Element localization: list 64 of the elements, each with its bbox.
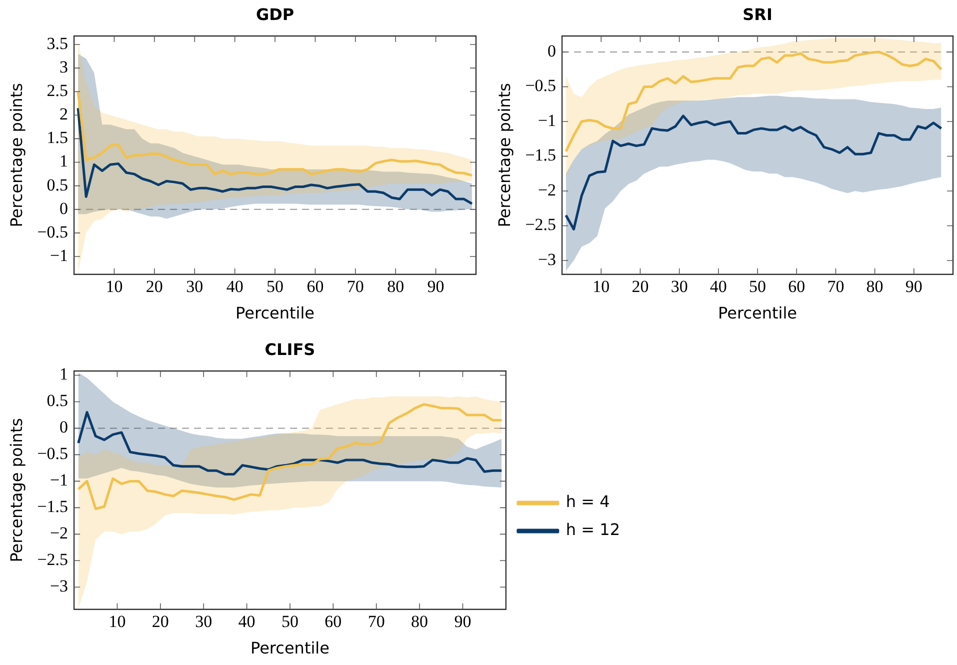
y-tick-label: 1: [60, 152, 68, 171]
y-tick-label: 0: [60, 198, 68, 218]
x-tick-label: 50: [749, 277, 766, 296]
x-tick-label: 70: [368, 612, 385, 632]
legend-label: h = 4: [566, 492, 610, 512]
y-tick-label: −2.5: [525, 215, 556, 234]
x-tick-label: 30: [186, 277, 204, 296]
y-tick-label: 0.5: [46, 391, 68, 410]
x-tick-label: 50: [281, 612, 298, 632]
x-axis-title: Percentile: [718, 304, 797, 323]
y-tick-label: −3: [538, 250, 556, 269]
x-axis-title: Percentile: [250, 638, 330, 658]
x-tick-label: 70: [827, 277, 844, 296]
x-tick-label: 20: [632, 277, 649, 296]
y-tick-label: −0.5: [37, 444, 68, 464]
y-tick-label: −0.5: [37, 222, 68, 242]
y-tick-label: −0.5: [525, 76, 556, 96]
x-tick-label: 40: [226, 277, 244, 296]
y-tick-label: 0: [548, 41, 556, 60]
chart-title: SRI: [742, 5, 772, 24]
y-tick-label: −1: [538, 110, 556, 130]
x-tick-label: 60: [324, 612, 342, 632]
x-tick-label: 30: [195, 612, 212, 632]
y-tick-label: −2: [538, 180, 556, 200]
x-tick-label: 10: [108, 612, 126, 632]
y-tick-label: 1: [60, 364, 68, 384]
x-tick-label: 60: [306, 277, 324, 296]
x-axis-title: Percentile: [236, 304, 314, 323]
x-tick-label: 80: [387, 277, 404, 296]
x-tick-label: 10: [106, 277, 123, 296]
y-tick-label: 3: [60, 58, 68, 77]
y-tick-label: 3.5: [46, 34, 68, 53]
y-tick-label: −1.5: [525, 146, 556, 165]
y-tick-label: 2: [60, 104, 68, 124]
y-tick-label: −3: [50, 576, 68, 596]
y-tick-label: −1: [50, 470, 68, 490]
x-tick-label: 20: [152, 612, 169, 632]
legend-label: h = 12: [566, 520, 620, 540]
x-tick-label: 10: [592, 277, 610, 296]
x-tick-label: 90: [454, 612, 472, 632]
y-tick-label: 2.5: [46, 81, 68, 100]
x-tick-label: 50: [266, 277, 284, 296]
y-tick-label: 0.5: [46, 175, 68, 194]
x-tick-label: 90: [905, 277, 922, 296]
chart-title: GDP: [256, 5, 294, 24]
y-tick-label: 1.5: [46, 128, 68, 148]
x-tick-label: 70: [346, 277, 364, 296]
y-tick-label: −2.5: [37, 550, 68, 570]
x-tick-label: 90: [427, 277, 444, 296]
y-tick-label: −1: [50, 246, 68, 265]
x-tick-label: 40: [710, 277, 727, 296]
y-axis-title: Percentage points: [6, 83, 26, 228]
x-tick-label: 40: [238, 612, 256, 632]
chart-title: CLIFS: [264, 340, 316, 360]
x-tick-label: 20: [146, 277, 163, 296]
x-tick-label: 30: [670, 277, 688, 296]
y-tick-label: 0: [60, 418, 68, 437]
x-tick-label: 60: [788, 277, 806, 296]
y-tick-label: −2: [50, 524, 68, 543]
y-tick-label: −1.5: [37, 497, 68, 516]
x-tick-label: 80: [866, 277, 884, 296]
y-axis-title: Percentage points: [6, 418, 26, 562]
x-tick-label: 80: [411, 612, 428, 632]
y-axis-title: Percentage points: [494, 83, 514, 228]
